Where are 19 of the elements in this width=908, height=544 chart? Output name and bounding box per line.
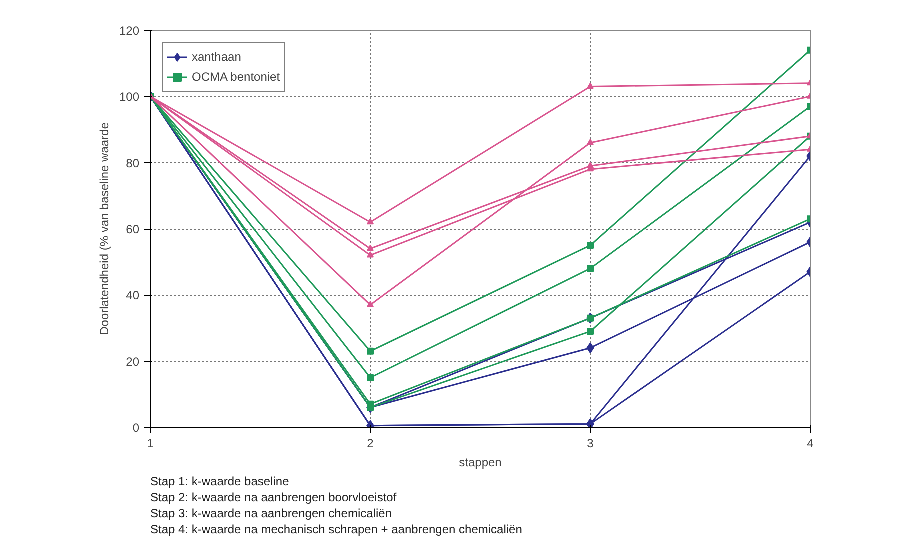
legend-label: xanthaan — [192, 50, 242, 64]
x-tick-label: 1 — [147, 436, 154, 450]
y-tick-label: 0 — [132, 421, 140, 435]
legend-label: OCMA bentoniet — [192, 70, 280, 84]
y-tick-label: 80 — [126, 156, 140, 170]
text: Stap 4: k-waarde na mechanisch schrapen + aanbrengen chemicaliën — [150, 522, 522, 536]
x-tick-label: 2 — [367, 436, 374, 450]
x-axis-title: stappen — [459, 456, 502, 470]
text: Stap 1: k-waarde baseline — [150, 474, 290, 488]
x-tick-label: 4 — [807, 436, 814, 450]
text: Stap 3: k-waarde na aanbrengen chemicaliën — [150, 506, 392, 520]
y-tick-label: 100 — [119, 90, 140, 104]
y-tick-label: 120 — [119, 24, 140, 38]
y-axis-title: Doorlatendheid (% van baseline waarde — [97, 122, 112, 336]
y-tick-label: 40 — [126, 288, 140, 303]
text: Stap 2: k-waarde na aanbrengen boorvloeistof — [150, 490, 398, 504]
y-tick-label: 20 — [126, 354, 140, 369]
x-tick-label: 3 — [587, 436, 594, 450]
y-tick-label: 60 — [126, 222, 140, 236]
